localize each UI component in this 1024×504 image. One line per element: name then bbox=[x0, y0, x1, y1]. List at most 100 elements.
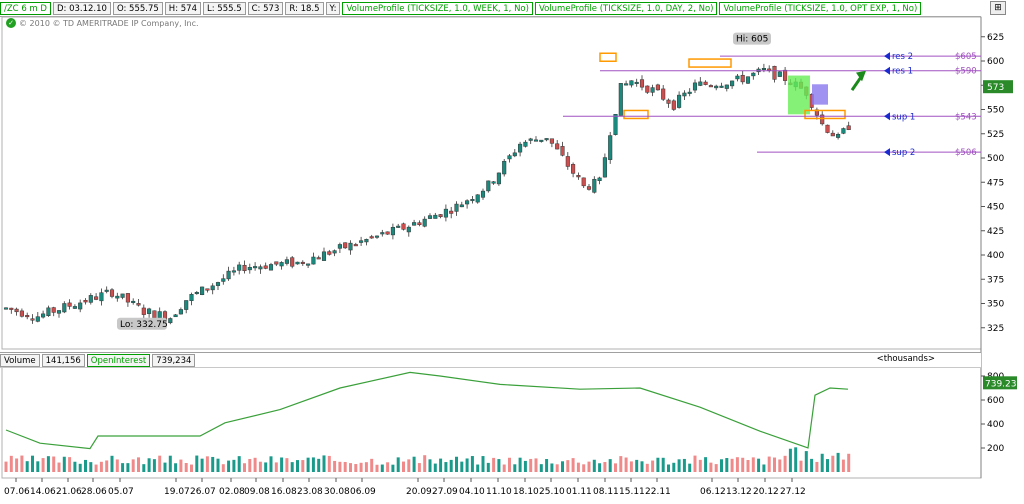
volume-bar bbox=[529, 458, 533, 472]
volume-bar bbox=[211, 456, 215, 472]
candle-body bbox=[263, 265, 268, 269]
volume-bar bbox=[783, 455, 787, 472]
price-tick-label: 375 bbox=[987, 275, 1004, 285]
volume-bar bbox=[592, 459, 596, 472]
candle-body bbox=[343, 242, 348, 249]
candle-body bbox=[454, 203, 459, 212]
date-label: 06.12 bbox=[700, 487, 726, 497]
date-label: 30.08 bbox=[324, 487, 350, 497]
candle-body bbox=[274, 261, 279, 265]
candle-body bbox=[645, 85, 650, 93]
hi-label: Hi: 605 bbox=[736, 35, 768, 45]
volume-bar bbox=[423, 455, 427, 472]
volume-bar bbox=[773, 457, 776, 472]
level-value-res-1: $590 bbox=[955, 67, 977, 77]
hi-label-bg bbox=[733, 32, 771, 45]
volume-bar bbox=[614, 463, 617, 472]
candle-body bbox=[78, 302, 83, 310]
date-label: 21.06 bbox=[56, 487, 82, 497]
study-opt-exp[interactable]: VolumeProfile (TICKSIZE, 1.0, OPT EXP, 1… bbox=[719, 1, 922, 15]
candle-body bbox=[661, 88, 666, 100]
volume-bar bbox=[99, 461, 103, 472]
candle-body bbox=[777, 71, 782, 77]
candle-body bbox=[374, 235, 380, 238]
candle-body bbox=[242, 264, 247, 272]
candle-body bbox=[125, 293, 130, 303]
study-day[interactable]: VolumeProfile (TICKSIZE, 1.0, DAY, 2, No… bbox=[534, 1, 718, 15]
volume-bar bbox=[677, 459, 681, 472]
level-arrow-icon bbox=[884, 66, 890, 75]
candle-body bbox=[3, 307, 9, 310]
candle-body bbox=[184, 300, 189, 310]
volume-bar bbox=[486, 462, 490, 472]
volume-bar bbox=[550, 463, 554, 472]
candle-body bbox=[30, 318, 35, 321]
watermark-text: © 2010 © TD AMERITRADE IP Company, Inc. bbox=[19, 18, 199, 28]
candle-body bbox=[618, 83, 623, 116]
volume-bar bbox=[741, 457, 745, 472]
candle-body bbox=[772, 65, 777, 80]
watermark: ✓ © 2010 © TD AMERITRADE IP Company, Inc… bbox=[6, 18, 199, 28]
volume-label[interactable]: Volume bbox=[0, 353, 40, 367]
volume-bar bbox=[364, 462, 368, 472]
volume-bar bbox=[815, 461, 819, 472]
current-price-label: 573 bbox=[987, 83, 1004, 93]
volume-bar bbox=[174, 463, 178, 472]
volume-bar bbox=[338, 461, 342, 472]
candle-body bbox=[19, 310, 24, 317]
symbol-box[interactable]: /ZC 6 m D bbox=[0, 1, 51, 15]
volume-bar bbox=[412, 456, 416, 472]
candle-body bbox=[528, 138, 533, 141]
level-name-sup-1: sup 1 bbox=[892, 112, 915, 122]
candle-body bbox=[258, 266, 263, 270]
chart-header: /ZC 6 m D D: 03.12.10 O: 555.75 H: 574 L… bbox=[0, 0, 981, 17]
volume-bar bbox=[746, 460, 750, 472]
volume-bar bbox=[121, 463, 125, 472]
units-label: <thousands> bbox=[876, 354, 935, 364]
oi-value: 739,234 bbox=[152, 353, 196, 367]
candle-body bbox=[168, 318, 173, 324]
candle-body bbox=[751, 72, 756, 77]
volume-bar bbox=[449, 459, 453, 472]
date-axis: 07.06 14.06 21.06 28.06 05.07 19.07 26.07 02.08… bbox=[4, 478, 806, 497]
study-week[interactable]: VolumeProfile (TICKSIZE, 1.0, WEEK, 1, N… bbox=[342, 1, 533, 15]
date-label: 15.11 bbox=[619, 487, 645, 497]
volume-bar bbox=[269, 456, 273, 472]
level-name-res-1: res 1 bbox=[892, 67, 913, 77]
oi-label[interactable]: OpenInterest bbox=[86, 353, 151, 367]
candle-body bbox=[560, 146, 565, 156]
candle-body bbox=[592, 178, 597, 193]
volume-bar bbox=[831, 455, 835, 472]
volume-bar bbox=[767, 456, 771, 472]
level-value-sup-2: $506 bbox=[955, 148, 977, 158]
current-price-bg bbox=[983, 80, 1013, 94]
volume-bar bbox=[714, 464, 718, 472]
volume-bar bbox=[523, 460, 527, 472]
date-label: 19.07 bbox=[164, 487, 190, 497]
volume-bar bbox=[778, 459, 782, 472]
candle-body bbox=[401, 223, 406, 230]
candle-body bbox=[470, 199, 475, 202]
close-readout: C: 573 bbox=[247, 1, 284, 15]
candle-body bbox=[597, 177, 602, 181]
candle-body bbox=[200, 286, 205, 295]
candle-body bbox=[157, 311, 162, 319]
volume-bar bbox=[799, 460, 803, 472]
candle-body bbox=[210, 285, 215, 291]
volume-bar bbox=[439, 458, 443, 472]
volume-bar bbox=[661, 457, 665, 472]
highlight-box bbox=[804, 109, 846, 120]
volume-bar bbox=[20, 455, 24, 472]
candle-body bbox=[512, 152, 517, 157]
volume-bar bbox=[847, 453, 851, 472]
volume-bar bbox=[582, 464, 586, 472]
candle-body bbox=[88, 295, 93, 303]
volume-bar bbox=[555, 464, 559, 472]
volume-bar bbox=[221, 464, 225, 472]
candle-body bbox=[189, 294, 194, 301]
chart-settings-icon[interactable]: ⊞ bbox=[990, 1, 1006, 15]
candle-body bbox=[332, 250, 337, 254]
volume-bar bbox=[78, 463, 82, 472]
volume-bar bbox=[481, 456, 485, 472]
